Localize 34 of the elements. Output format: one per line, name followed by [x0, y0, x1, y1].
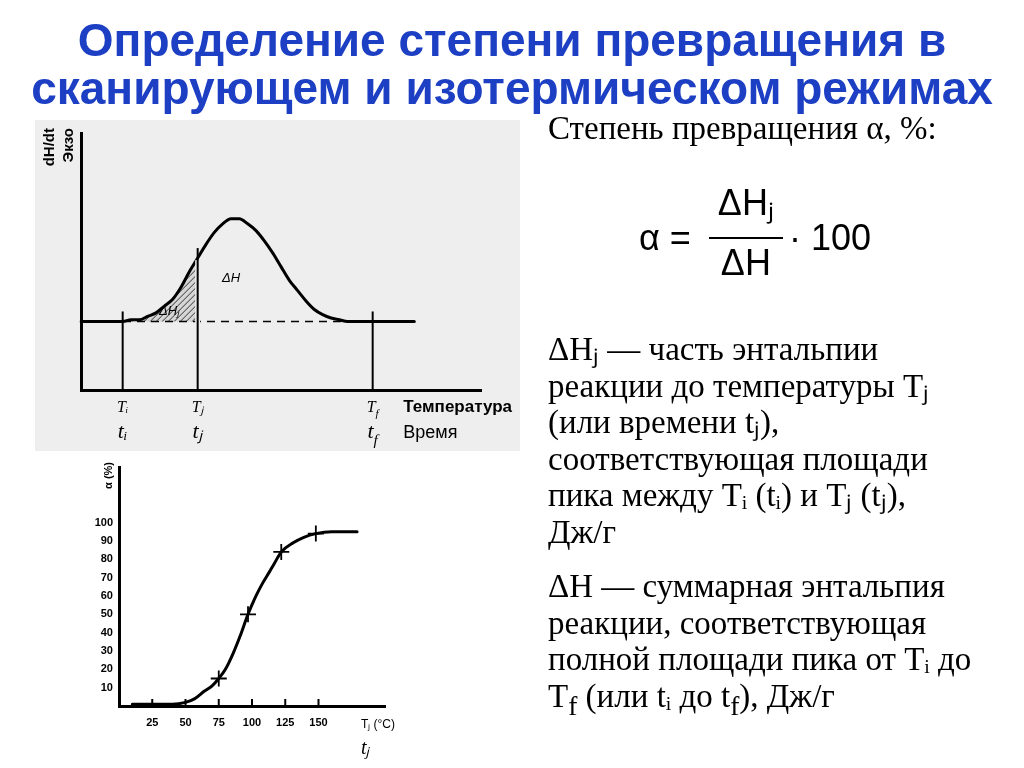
- x-tick-label: 75: [212, 715, 225, 728]
- y-tick-label: 70: [100, 570, 113, 583]
- x-tick-label: Tᵢ: [116, 398, 129, 415]
- y-axis-title: dH/dt Экзо: [40, 127, 76, 167]
- text: α =: [639, 217, 691, 258]
- y-tick-label: 30: [100, 644, 113, 657]
- text: ΔHⱼ: [708, 182, 783, 239]
- annotation: ΔH: [220, 270, 241, 286]
- text: ΔH — суммарная энтальпия реакции, соответствующая полной площади пика от Tᵢ до T$_{f}$ (или tᵢ до t$_{f}$), Дж/г: [548, 568, 972, 721]
- x-tick-label: 125: [276, 715, 295, 728]
- x-tick-label: 100: [242, 715, 262, 728]
- y-tick-label: 80: [100, 552, 113, 565]
- x-tick-label: Tⱼ: [191, 398, 205, 416]
- y-tick-label: 40: [100, 625, 113, 638]
- y-tick-label: 60: [100, 589, 113, 601]
- x-tick-label: 50: [179, 715, 192, 728]
- x-tick-label: 150: [309, 715, 328, 728]
- text: tⱼ: [192, 418, 204, 444]
- text: tᵢ: [117, 418, 128, 443]
- text: ΔH: [719, 241, 772, 283]
- text: tⱼ: [360, 736, 372, 759]
- x-axis-title: Tⱼ (°C): [360, 717, 395, 731]
- y-tick-label: 100: [94, 515, 113, 528]
- y-tick-label: 90: [100, 533, 113, 546]
- text: · 100: [788, 217, 871, 258]
- x-tick-label: 25: [146, 715, 159, 728]
- y-tick-label: 50: [100, 607, 113, 620]
- text: Время: [403, 422, 458, 442]
- text: ΔHⱼ — часть энтальпии реакции до температуры Tⱼ (или времени tⱼ), соответствующая площади пика между Tᵢ (tᵢ) и Tⱼ (tⱼ), Дж/г: [548, 331, 930, 550]
- x-axis-title: Температура: [403, 397, 513, 416]
- y-tick-label: 10: [100, 680, 113, 693]
- y-axis-title: α (%): [102, 461, 114, 489]
- y-tick-label: 20: [100, 662, 113, 675]
- chart-title: Определение степени превращения в сканирующем и изотермическом режимах: [30, 14, 994, 114]
